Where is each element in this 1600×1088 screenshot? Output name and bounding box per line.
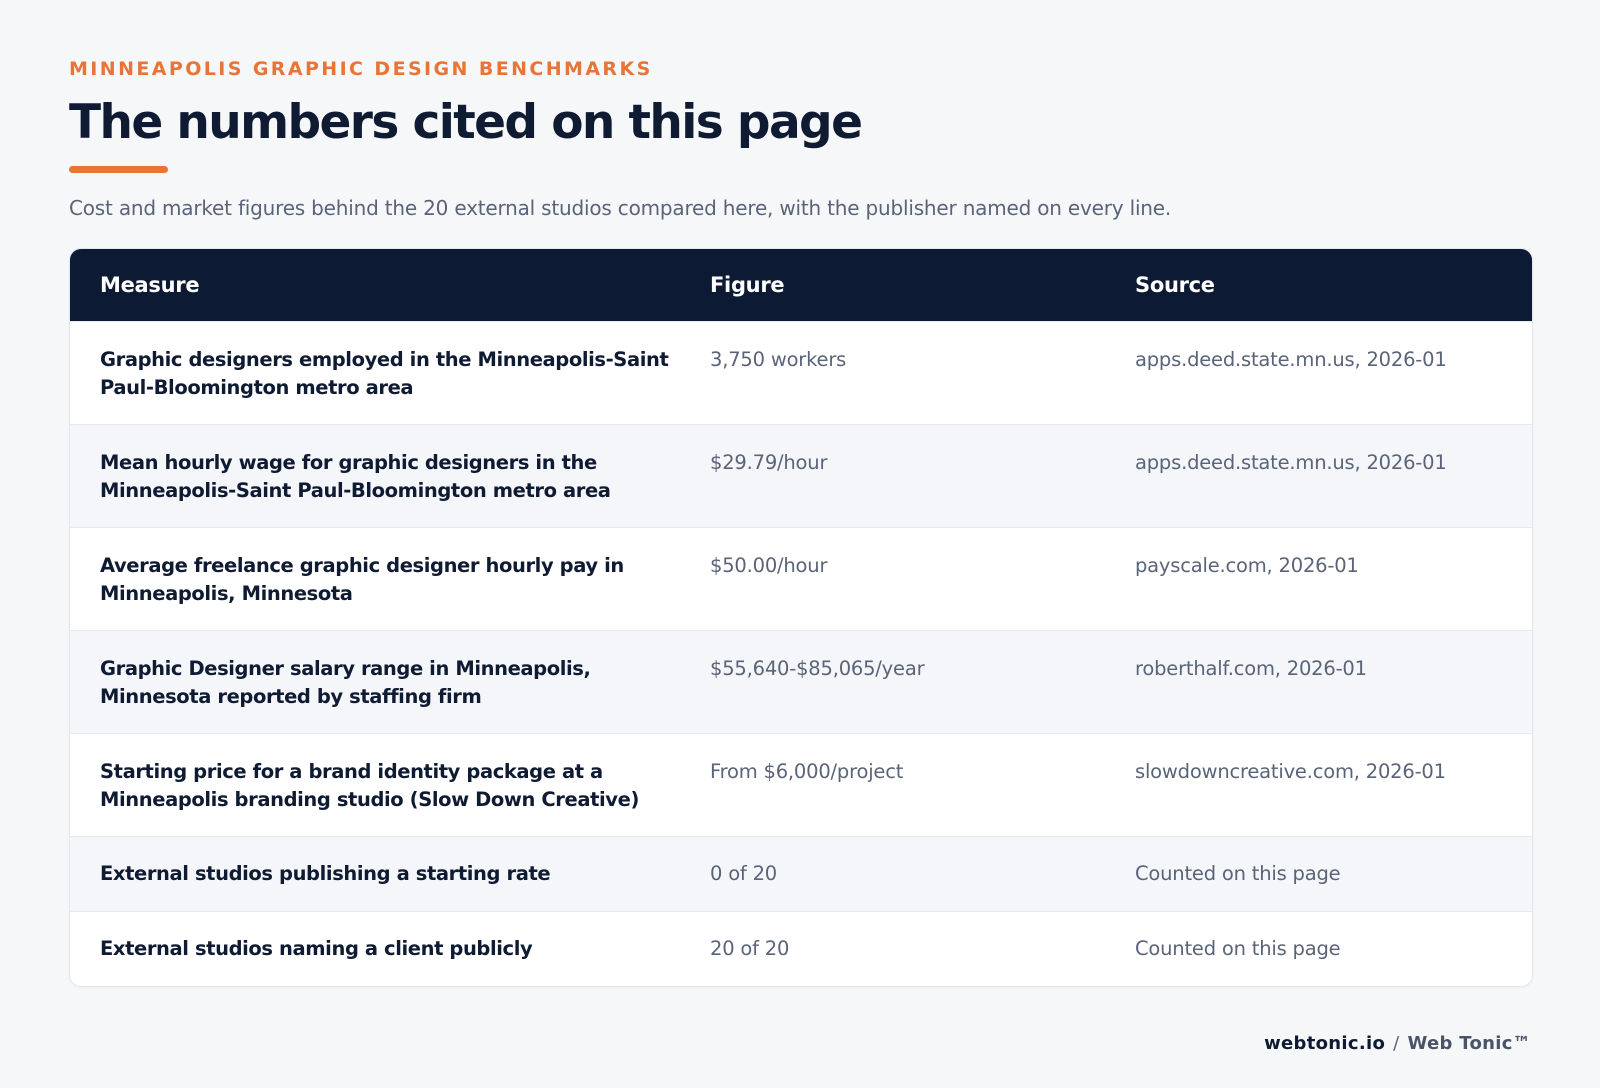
measure-cell: External studios publishing a starting r… — [100, 862, 551, 885]
measure-cell: Graphic Designer salary range in Minneap… — [100, 657, 591, 708]
column-header-source: Source — [1135, 273, 1215, 297]
footer-credit: webtonic.io / Web Tonic™ — [1264, 1033, 1531, 1054]
table-row: Graphic Designer salary range in Minneap… — [70, 630, 1532, 733]
table-row: Average freelance graphic designer hourl… — [70, 527, 1532, 630]
footer-domain-link[interactable]: webtonic.io — [1264, 1033, 1386, 1054]
source-cell: roberthalf.com, 2026-01 — [1135, 657, 1367, 680]
table-header: Measure Figure Source — [70, 249, 1532, 321]
figure-cell: $55,640-$85,065/year — [710, 657, 925, 680]
source-cell: apps.deed.state.mn.us, 2026-01 — [1135, 348, 1447, 371]
figure-cell: 3,750 workers — [710, 348, 847, 371]
figure-cell: $50.00/hour — [710, 554, 828, 577]
figure-cell: $29.79/hour — [710, 451, 828, 474]
figure-cell: 0 of 20 — [710, 862, 778, 885]
table-row: Starting price for a brand identity pack… — [70, 733, 1532, 836]
source-cell: Counted on this page — [1135, 937, 1341, 960]
benchmarks-table: Measure Figure Source Graphic designers … — [69, 248, 1533, 987]
table-row: Mean hourly wage for graphic designers i… — [70, 424, 1532, 527]
measure-cell: Mean hourly wage for graphic designers i… — [100, 451, 611, 502]
footer-brand: Web Tonic™ — [1407, 1033, 1531, 1054]
table-row: Graphic designers employed in the Minnea… — [70, 321, 1532, 424]
eyebrow-label: MINNEAPOLIS GRAPHIC DESIGN BENCHMARKS — [69, 58, 653, 80]
figure-cell: 20 of 20 — [710, 937, 790, 960]
page-subtitle: Cost and market figures behind the 20 ex… — [69, 196, 1172, 220]
column-header-figure: Figure — [710, 273, 785, 297]
measure-cell: Average freelance graphic designer hourl… — [100, 554, 624, 605]
page-title: The numbers cited on this page — [69, 95, 863, 150]
source-cell: Counted on this page — [1135, 862, 1341, 885]
figure-cell: From $6,000/project — [710, 760, 904, 783]
column-header-measure: Measure — [100, 273, 200, 297]
source-cell: apps.deed.state.mn.us, 2026-01 — [1135, 451, 1447, 474]
measure-cell: Graphic designers employed in the Minnea… — [100, 348, 669, 399]
measure-cell: External studios naming a client publicl… — [100, 937, 533, 960]
table-row: External studios naming a client publicl… — [70, 911, 1532, 986]
measure-cell: Starting price for a brand identity pack… — [100, 760, 639, 811]
source-cell: slowdowncreative.com, 2026-01 — [1135, 760, 1446, 783]
footer-separator: / — [1393, 1033, 1400, 1054]
title-accent-rule — [69, 166, 168, 173]
table-row: External studios publishing a starting r… — [70, 836, 1532, 911]
source-cell: payscale.com, 2026-01 — [1135, 554, 1359, 577]
